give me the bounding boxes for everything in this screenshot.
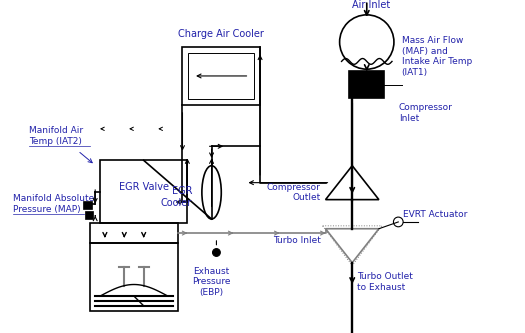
Bar xyxy=(86,211,93,218)
Bar xyxy=(90,243,177,311)
Text: Air Inlet: Air Inlet xyxy=(352,0,391,10)
Text: Exhaust
Pressure
(EBP): Exhaust Pressure (EBP) xyxy=(192,267,231,297)
Text: Charge Air Cooler: Charge Air Cooler xyxy=(178,29,264,39)
Bar xyxy=(188,53,254,99)
Text: Compressor
Outlet: Compressor Outlet xyxy=(267,183,321,202)
Bar xyxy=(100,161,187,223)
Text: EGR Valve: EGR Valve xyxy=(119,182,169,192)
Text: EGR
Cooler: EGR Cooler xyxy=(161,186,192,208)
Text: Mass Air Flow
(MAF) and
Intake Air Temp
(IAT1): Mass Air Flow (MAF) and Intake Air Temp … xyxy=(402,36,472,77)
Bar xyxy=(82,201,92,209)
Text: Turbo Outlet
to Exhaust: Turbo Outlet to Exhaust xyxy=(357,272,413,292)
Circle shape xyxy=(213,249,220,256)
Text: Turbo Inlet: Turbo Inlet xyxy=(273,236,321,245)
Bar xyxy=(349,71,384,98)
Text: Compressor
Inlet: Compressor Inlet xyxy=(399,103,453,123)
Text: Manifold Air
Temp (IAT2): Manifold Air Temp (IAT2) xyxy=(29,127,83,146)
Bar xyxy=(90,223,177,243)
Text: Manifold Absolute
Pressure (MAP): Manifold Absolute Pressure (MAP) xyxy=(13,194,94,214)
Text: EVRT Actuator: EVRT Actuator xyxy=(403,210,468,219)
